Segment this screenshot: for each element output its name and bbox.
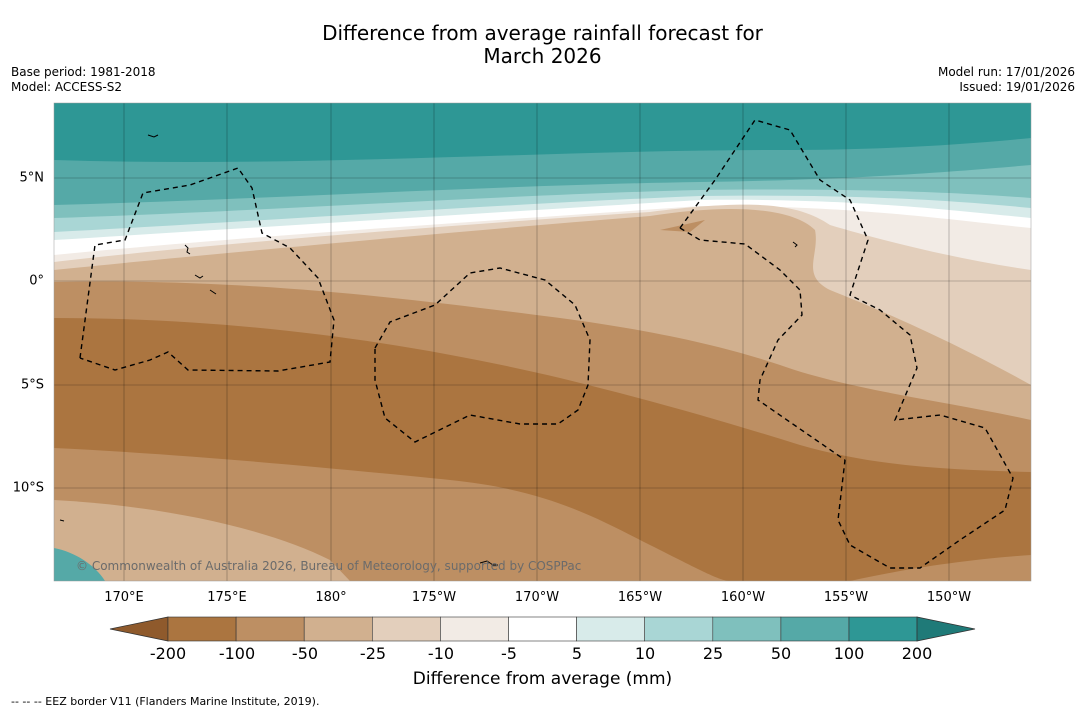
colorbar-title: Difference from average (mm) (412, 669, 673, 689)
island (59, 519, 65, 522)
colorbar-segment (712, 616, 782, 642)
colorbar-high-arrow (916, 616, 976, 642)
island (147, 134, 159, 138)
lat-label-10s: 10°S (12, 480, 44, 496)
graticule (54, 103, 1031, 581)
eez-border-east-inner (679, 227, 846, 461)
eez-border-east (679, 119, 1014, 569)
island (209, 289, 217, 295)
colorbar-segment (303, 616, 373, 642)
colorbar-tick-label: -25 (359, 644, 387, 663)
colorbar-low-arrow (109, 616, 169, 642)
colorbar-segment (235, 616, 305, 642)
island (479, 560, 498, 566)
eez-borders (79, 119, 1014, 569)
colorbar-tick-label: 200 (901, 644, 933, 663)
colorbar-tick-label: 50 (770, 644, 792, 663)
eez-border-west (79, 167, 335, 372)
island (194, 274, 204, 279)
colorbar-tick-label: 10 (634, 644, 656, 663)
title-line-1: Difference from average rainfall forecas… (322, 21, 763, 45)
colorbar-tick-label: -50 (291, 644, 319, 663)
colorbar-segment (167, 616, 237, 642)
colorbar-tick-label: 25 (702, 644, 724, 663)
colorbar-tick-label: 100 (833, 644, 865, 663)
lon-label-160w: 160°W (720, 590, 766, 605)
band-teal-corner (54, 548, 105, 581)
lon-label-170e: 170°E (104, 590, 144, 605)
base-period: Base period: 1981-2018 (11, 65, 156, 79)
run-info: Model run: 17/01/2026 Issued: 19/01/2026 (938, 65, 1075, 95)
map-title: Difference from average rainfall forecas… (0, 22, 1085, 68)
eez-border-central (374, 267, 591, 443)
colorbar-tick-label: -10 (427, 644, 455, 663)
lat-label-5s: 5°S (20, 377, 44, 393)
colorbar (109, 616, 976, 642)
title-line-2: March 2026 (483, 44, 602, 68)
map-frame (53, 102, 1032, 582)
copyright-text: © Commonwealth of Australia 2026, Bureau… (76, 559, 581, 573)
islands (59, 134, 798, 566)
lon-label-175e: 175°E (207, 590, 247, 605)
lon-label-180: 180° (315, 590, 347, 605)
band-negative-25-south (54, 500, 350, 581)
colorbar-segment (508, 616, 577, 642)
colorbar-segment (440, 616, 509, 642)
model-name: Model: ACCESS-S2 (11, 80, 123, 94)
colorbar-tick-label: -100 (218, 644, 256, 663)
lat-label-0: 0° (29, 273, 44, 289)
colorbar-tick-label: -5 (501, 644, 517, 663)
small-dry-patch (660, 220, 705, 232)
lon-label-150w: 150°W (926, 590, 972, 605)
island (184, 244, 191, 255)
colorbar-tick-label: -200 (149, 644, 187, 663)
rainfall-field (54, 103, 1031, 581)
island (792, 241, 798, 248)
lon-label-155w: 155°W (823, 590, 869, 605)
model-run: Model run: 17/01/2026 (937, 65, 1075, 79)
lon-label-165w: 165°W (617, 590, 663, 605)
lat-label-5n: 5°N (19, 170, 45, 186)
eez-legend: -- -- -- EEZ border V11 (Flanders Marine… (11, 695, 320, 708)
colorbar-segment (644, 616, 714, 642)
lon-label-175w: 175°W (411, 590, 457, 605)
colorbar-segment (576, 616, 645, 642)
colorbar-tick-label: 5 (571, 644, 583, 663)
lon-label-170w: 170°W (514, 590, 560, 605)
issued-date: Issued: 19/01/2026 (959, 80, 1075, 94)
colorbar-segment (780, 616, 850, 642)
colorbar-segment (371, 616, 441, 642)
base-info: Base period: 1981-2018 Model: ACCESS-S2 (11, 65, 156, 95)
colorbar-segment (848, 616, 918, 642)
